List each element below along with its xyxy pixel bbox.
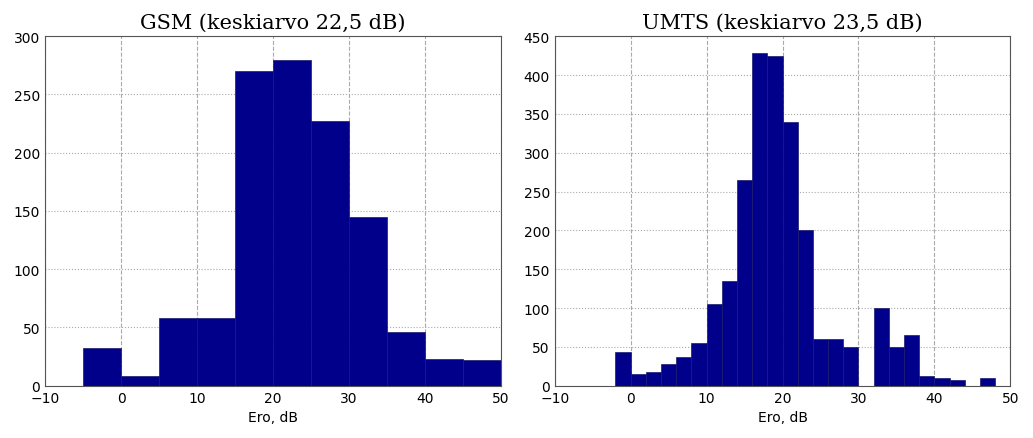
Bar bbox=[752, 54, 768, 386]
Bar bbox=[387, 332, 425, 386]
Bar bbox=[707, 304, 722, 386]
Bar bbox=[797, 231, 813, 386]
Bar bbox=[768, 57, 783, 386]
Bar bbox=[159, 318, 197, 386]
Bar bbox=[980, 378, 995, 386]
Bar bbox=[722, 281, 737, 386]
X-axis label: Ero, dB: Ero, dB bbox=[757, 410, 808, 424]
Bar bbox=[843, 347, 858, 386]
Bar bbox=[273, 60, 311, 386]
Bar bbox=[630, 374, 646, 386]
Bar bbox=[197, 318, 234, 386]
Bar bbox=[904, 336, 919, 386]
Bar bbox=[616, 353, 630, 386]
Title: GSM (keskiarvo 22,5 dB): GSM (keskiarvo 22,5 dB) bbox=[140, 14, 406, 33]
X-axis label: Ero, dB: Ero, dB bbox=[248, 410, 298, 424]
Bar bbox=[813, 339, 828, 386]
Bar bbox=[646, 372, 661, 386]
Bar bbox=[783, 122, 797, 386]
Bar bbox=[661, 364, 677, 386]
Bar bbox=[888, 347, 904, 386]
Bar bbox=[949, 380, 965, 386]
Bar bbox=[874, 308, 888, 386]
Bar bbox=[349, 217, 387, 386]
Bar bbox=[919, 376, 935, 386]
Bar bbox=[677, 357, 691, 386]
Bar bbox=[311, 122, 349, 386]
Bar bbox=[234, 72, 273, 386]
Bar bbox=[83, 349, 121, 386]
Bar bbox=[691, 343, 707, 386]
Bar bbox=[828, 339, 843, 386]
Bar bbox=[425, 359, 463, 386]
Bar bbox=[935, 378, 949, 386]
Bar bbox=[737, 180, 752, 386]
Bar bbox=[121, 377, 159, 386]
Bar bbox=[463, 360, 501, 386]
Title: UMTS (keskiarvo 23,5 dB): UMTS (keskiarvo 23,5 dB) bbox=[643, 14, 922, 33]
